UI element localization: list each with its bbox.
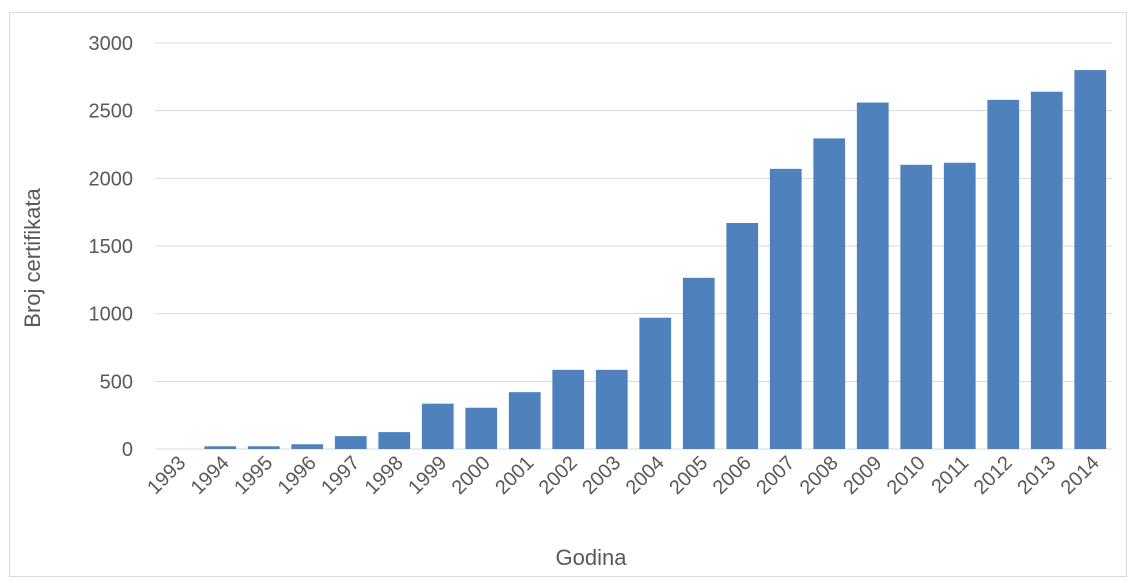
- x-tick-label: 2002: [535, 452, 582, 499]
- y-tick-label: 2500: [89, 101, 134, 123]
- bar-2006: [726, 222, 759, 449]
- bar-2009: [856, 102, 889, 450]
- x-tick-label: 2003: [578, 452, 625, 499]
- x-tick-label: 2001: [491, 452, 538, 499]
- chart-frame: 0 500 1000 1500 2000 2500 3000 1993 1994 1995 199…: [9, 12, 1127, 577]
- x-tick-label: 2013: [1013, 452, 1060, 499]
- x-tick-label: 1995: [230, 452, 277, 499]
- x-axis-title: Godina: [556, 545, 628, 570]
- y-tick-label: 500: [100, 371, 133, 393]
- x-tick-label: 1998: [361, 452, 408, 499]
- x-tick-label: 1994: [187, 452, 234, 499]
- bar-2007: [769, 168, 802, 450]
- y-axis-title: Broj certifikata: [20, 188, 45, 328]
- x-tick-label: 2005: [665, 452, 712, 499]
- x-axis-ticks: 1993199419951996199719981999200020012002…: [143, 452, 1104, 499]
- x-tick-label: 1997: [317, 452, 364, 499]
- bars: [204, 70, 1107, 450]
- x-tick-label: 2009: [839, 452, 886, 499]
- y-tick-label: 1000: [89, 304, 134, 326]
- y-tick-label: 0: [122, 439, 133, 461]
- x-tick-label: 2007: [752, 452, 799, 499]
- bar-2004: [639, 317, 672, 449]
- x-tick-label: 2011: [927, 452, 973, 498]
- x-tick-label: 2014: [1057, 452, 1104, 499]
- x-tick-label: 1996: [274, 452, 321, 499]
- bar-2002: [552, 369, 585, 449]
- y-tick-label: 2000: [89, 168, 134, 190]
- y-tick-label: 1500: [89, 236, 134, 258]
- x-tick-label: 2006: [709, 452, 756, 499]
- bar-2014: [1074, 70, 1107, 450]
- bar-1994: [204, 446, 237, 449]
- bar-2012: [987, 99, 1020, 449]
- bar-2011: [943, 162, 976, 449]
- bar-2005: [682, 277, 715, 449]
- bar-2010: [900, 164, 933, 450]
- bar-2003: [595, 369, 628, 449]
- bar-1999: [421, 403, 454, 449]
- bar-1998: [378, 432, 411, 449]
- y-tick-label: 3000: [89, 33, 134, 55]
- bar-2008: [813, 138, 846, 449]
- bar-2001: [508, 392, 541, 449]
- x-tick-label: 2012: [970, 452, 1017, 499]
- bar-1996: [291, 444, 324, 449]
- bar-1995: [247, 446, 280, 449]
- x-tick-label: 1999: [404, 452, 451, 499]
- bar-2000: [465, 407, 498, 449]
- x-tick-label: 1993: [143, 452, 190, 499]
- y-axis-ticks: 0 500 1000 1500 2000 2500 3000: [89, 33, 134, 461]
- bar-2013: [1030, 91, 1063, 449]
- x-tick-label: 2008: [796, 452, 843, 499]
- x-tick-label: 2000: [448, 452, 495, 499]
- x-tick-label: 2010: [883, 452, 930, 499]
- bar-1997: [334, 436, 367, 449]
- gridlines: [155, 42, 1112, 450]
- x-tick-label: 2004: [622, 452, 669, 499]
